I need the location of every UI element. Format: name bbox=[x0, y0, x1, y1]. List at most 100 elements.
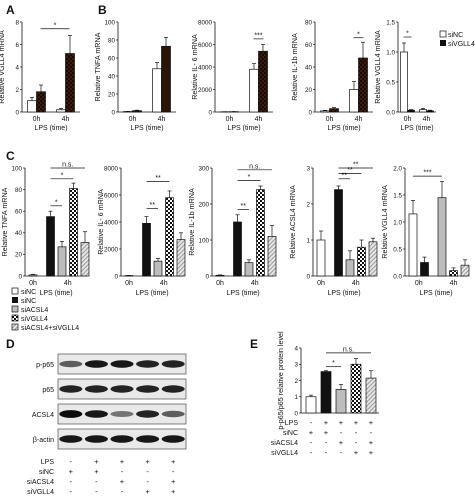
B4-significance-label: * bbox=[406, 31, 409, 38]
C4-y-axis-label: Relative ACSL4 mRNA bbox=[288, 185, 297, 259]
C5-bar-1 bbox=[408, 213, 418, 277]
blot-condition-label: LPS bbox=[41, 459, 55, 466]
chart-c3: 0 100 200 300 Relative IL-1b mRNA 0h 4h LPS (ti… bbox=[187, 163, 277, 297]
C2-bar-2 bbox=[142, 223, 151, 277]
A-bar-sivgll4 bbox=[65, 53, 75, 113]
C1-bar-4 bbox=[69, 188, 78, 277]
B2-y-tick-label: 8000 bbox=[198, 19, 213, 26]
A-y-tick-label: 6 bbox=[15, 42, 19, 49]
C1-bar-1 bbox=[28, 274, 38, 277]
B1-y-tick-label: 40 bbox=[108, 73, 116, 80]
C1-x-axis-label: LPS (time) bbox=[39, 290, 72, 297]
chart-e-condition-sign: + bbox=[369, 448, 374, 457]
legend-c-swatch-1 bbox=[11, 287, 19, 295]
chart-e-condition-sign: + bbox=[309, 428, 314, 437]
A-bar-sivgll4 bbox=[36, 91, 46, 113]
chart-e-condition-sign: + bbox=[339, 418, 344, 427]
B1-y-tick-label: 0 bbox=[111, 109, 115, 116]
blot-band bbox=[161, 360, 185, 368]
C5-y-tick-label: 1.0 bbox=[393, 219, 402, 226]
C5-bar-2 bbox=[420, 262, 429, 277]
legend-c-swatch-4 bbox=[11, 314, 19, 322]
B2-y-tick-label: 2000 bbox=[198, 87, 213, 94]
C1-significance-label: * bbox=[61, 172, 64, 179]
chart-e-condition-sign: - bbox=[340, 448, 343, 457]
C5-x-tick-label: 0h bbox=[415, 280, 423, 287]
C3-bar-5 bbox=[267, 236, 277, 277]
B1-bar-sivgll4 bbox=[161, 45, 171, 113]
C3-bar-1 bbox=[215, 274, 225, 277]
blot-condition-sign: + bbox=[171, 477, 176, 486]
blot-band bbox=[59, 360, 83, 368]
panel-letter-b: B bbox=[98, 3, 107, 17]
panel-letter-e: E bbox=[250, 337, 258, 351]
B4-bar-sivgll4 bbox=[426, 110, 434, 113]
C3-y-tick-label: 300 bbox=[198, 165, 209, 172]
B2-y-axis-label: Relative IL- 6 mRNA bbox=[190, 34, 199, 100]
C2-significance-label: ** bbox=[155, 175, 161, 182]
C4-y-tick-label: 1 bbox=[306, 237, 310, 244]
chart-e: 0 1 2 3 4 p-p65/p65 relative protein level * n.… bbox=[271, 331, 379, 457]
B1-y-tick-label: 20 bbox=[108, 91, 116, 98]
chart-e-condition-sign: - bbox=[355, 438, 358, 447]
legend-b-swatch-sivgll4 bbox=[440, 40, 446, 46]
E-bar-3 bbox=[335, 389, 347, 414]
E-y-axis-label: p-p65/p65 relative protein level bbox=[276, 331, 285, 430]
E-significance-label: * bbox=[332, 360, 335, 367]
C4-bar-4 bbox=[357, 246, 366, 277]
blot-band bbox=[161, 435, 185, 443]
E-bar-2 bbox=[320, 371, 332, 414]
C3-bar-3 bbox=[244, 262, 254, 277]
C1-y-tick-label: 40 bbox=[15, 230, 23, 237]
B1-y-tick-label: 80 bbox=[108, 37, 116, 44]
blot-condition-sign: + bbox=[171, 457, 176, 466]
blot-band bbox=[59, 410, 83, 418]
blot-band bbox=[84, 360, 108, 368]
panel-letter-d: D bbox=[6, 337, 15, 351]
blot-band-label: p65 bbox=[42, 387, 54, 394]
C2-y-tick-label: 6000 bbox=[104, 192, 119, 199]
B1-y-tick-label: 100 bbox=[104, 19, 115, 26]
blot-condition-sign: + bbox=[120, 477, 125, 486]
B1-bar-sivgll4 bbox=[132, 110, 142, 113]
C1-y-tick-label: 0 bbox=[18, 273, 22, 280]
C1-y-tick-label: 60 bbox=[15, 209, 23, 216]
A-x-tick-label: 4h bbox=[62, 116, 70, 123]
E-y-tick-label: 0 bbox=[294, 410, 298, 417]
C2-y-tick-label: 8000 bbox=[104, 165, 119, 172]
C2-bar-4 bbox=[165, 197, 174, 277]
A-bar-sinc bbox=[56, 109, 66, 113]
C3-significance-label: n.s. bbox=[249, 163, 260, 170]
B3-x-axis-label: LPS (time) bbox=[327, 125, 360, 132]
chart-e-condition-sign: - bbox=[310, 418, 313, 427]
C2-bar-3 bbox=[153, 260, 163, 277]
C3-x-axis-label: LPS (time) bbox=[226, 290, 259, 297]
legend-c-swatch-3 bbox=[11, 305, 19, 313]
blot-band-label: p-p65 bbox=[36, 362, 54, 369]
E-bar-1 bbox=[305, 396, 317, 414]
B3-x-tick-label: 4h bbox=[355, 116, 363, 123]
C3-significance-label: ** bbox=[241, 203, 247, 210]
chart-a: 0 2 4 6 8 Relative VGLL4 mRNA 0h 4h LPS (time) * bbox=[0, 19, 80, 132]
blot-condition-sign: + bbox=[94, 467, 99, 476]
blot-condition-sign: - bbox=[172, 467, 175, 476]
B4-y-tick-label: 1.0 bbox=[386, 49, 395, 56]
C2-x-tick-label: 0h bbox=[125, 280, 133, 287]
C5-y-tick-label: 1.5 bbox=[393, 192, 402, 199]
C4-significance-label: ** bbox=[347, 167, 353, 174]
E-y-tick-label: 2 bbox=[294, 378, 298, 385]
C5-significance-label: *** bbox=[423, 170, 431, 177]
C1-x-tick-label: 0h bbox=[29, 280, 37, 287]
B1-x-tick-label: 0h bbox=[129, 116, 137, 123]
B4-x-tick-label: 4h bbox=[423, 116, 431, 123]
C1-y-tick-label: 20 bbox=[15, 252, 23, 259]
legend-c-label-2: siNC bbox=[21, 298, 36, 305]
B4-x-tick-label: 0h bbox=[404, 116, 412, 123]
E-bar-4 bbox=[350, 363, 362, 414]
B1-y-tick-label: 60 bbox=[108, 55, 116, 62]
B2-bar-sivgll4 bbox=[258, 50, 268, 113]
B3-bar-sivgll4 bbox=[329, 108, 339, 113]
